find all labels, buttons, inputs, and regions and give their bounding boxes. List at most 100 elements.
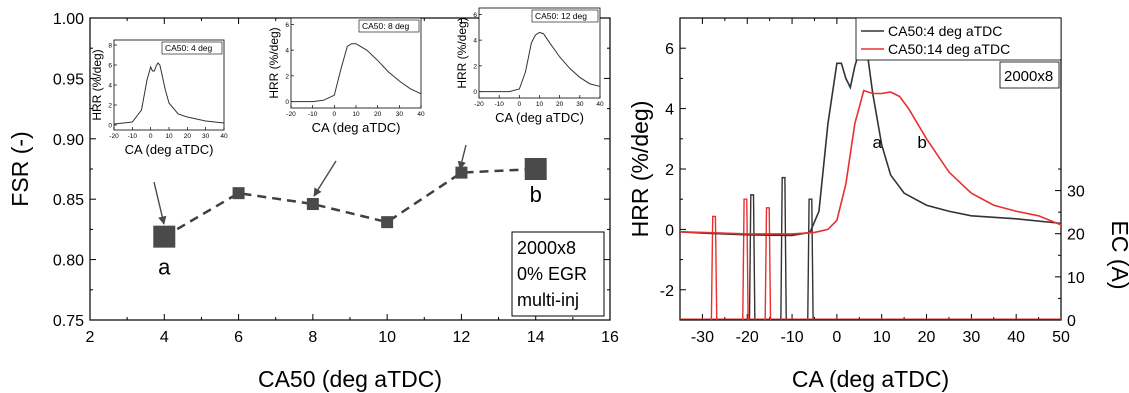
x-tick-label: -10 xyxy=(780,329,803,346)
inset-hrr-curve xyxy=(479,31,601,93)
info-box xyxy=(511,231,605,317)
inset-x-tick-label: 40 xyxy=(220,133,228,140)
inset-y-tick-label: 0 xyxy=(285,99,289,106)
fsr-data-point xyxy=(306,198,319,211)
inset-x-tick-label: 40 xyxy=(417,111,425,118)
y-tick-label: 0.80 xyxy=(53,253,84,270)
inset-y-tick-label: 6 xyxy=(108,63,112,70)
fsr-data-point xyxy=(381,216,394,229)
inset-y-tick-label: 6 xyxy=(473,12,477,19)
inset-y-tick-label: 2 xyxy=(108,103,112,110)
inset-x-label: CA (deg aTDC) xyxy=(312,120,401,135)
fsr-chart: 2 4 6 8 10 12 14 16 0.75 0.80 0.85 0.90 0.95 1.00 CA50… xyxy=(7,7,619,392)
inset-hrr-curve xyxy=(291,43,422,103)
inset-y-tick-label: 2 xyxy=(473,63,477,70)
inset-x-label: CA (deg aTDC) xyxy=(125,142,214,157)
x-tick-label: 40 xyxy=(1007,329,1025,346)
inset-title-box xyxy=(161,41,223,55)
ec-pulse xyxy=(764,207,772,321)
inset-x-tick-label: 0 xyxy=(333,111,337,118)
y-tick-label: 2 xyxy=(665,162,674,179)
inset-y-tick-label: 4 xyxy=(473,38,477,45)
y-tick-label: 6 xyxy=(665,41,674,58)
y2-tick-label: 0 xyxy=(1067,313,1076,330)
inset-title-box xyxy=(358,19,420,33)
inset-x-tick-label: -20 xyxy=(474,101,484,108)
x-tick-label: 20 xyxy=(918,329,936,346)
inset-x-tick-label: 30 xyxy=(576,101,584,108)
inset-x-tick-label: 10 xyxy=(165,133,173,140)
y-axis-label: HRR (%/deg) xyxy=(627,101,653,238)
info-box-text: 2000x8 xyxy=(1004,68,1053,85)
inset-y-label: HRR (%/deg) xyxy=(267,27,281,98)
inset-x-tick-label: 20 xyxy=(374,111,382,118)
inset-y-label: HRR (%/deg) xyxy=(455,17,469,88)
ec-pulse xyxy=(780,176,787,321)
y-tick-label: -2 xyxy=(660,283,674,300)
inset-hrr-curve xyxy=(113,62,225,125)
inset-x-tick-label: 0 xyxy=(518,101,522,108)
legend-box xyxy=(855,17,1062,61)
ec-pulse xyxy=(748,194,756,321)
inset-x-tick-label: 30 xyxy=(396,111,404,118)
inset-x-label: CA (deg aTDC) xyxy=(495,110,584,125)
inset-title-box xyxy=(531,9,599,23)
y2-tick-label: 30 xyxy=(1067,184,1085,201)
inset-y-tick-label: 0 xyxy=(108,123,112,130)
inset-title: CA50: 4 deg xyxy=(165,43,213,53)
inset-frame xyxy=(113,39,225,131)
x-tick-label: 4 xyxy=(160,329,169,346)
inset-x-tick-label: -10 xyxy=(128,133,138,140)
y2-tick-label: 10 xyxy=(1067,270,1085,287)
ec-pulse xyxy=(807,198,814,321)
inset-x-tick-label: 20 xyxy=(184,133,192,140)
inset-x-tick-label: 10 xyxy=(352,111,360,118)
x-tick-label: 14 xyxy=(527,329,545,346)
inset-arrow xyxy=(153,181,167,225)
y2-tick-label: 20 xyxy=(1067,227,1085,244)
point-label: b xyxy=(530,182,542,207)
inset-x-tick-label: 20 xyxy=(556,101,564,108)
x-axis-label: CA50 (deg aTDC) xyxy=(258,366,442,392)
x-tick-label: 2 xyxy=(86,329,95,346)
info-box-line: multi-inj xyxy=(517,290,579,310)
curve-annotation: b xyxy=(917,133,926,152)
y-tick-label: 4 xyxy=(665,102,674,119)
inset-x-tick-label: -10 xyxy=(308,111,318,118)
inset-y-tick-label: 0 xyxy=(473,89,477,96)
inset-arrow xyxy=(313,160,337,197)
x-tick-label: -30 xyxy=(691,329,714,346)
curve-annotation: a xyxy=(872,133,882,152)
x-tick-label: 0 xyxy=(832,329,841,346)
ec-pulse xyxy=(742,198,749,321)
x-tick-label: 12 xyxy=(453,329,471,346)
inset-x-tick-label: 40 xyxy=(596,101,604,108)
inset-y-tick-label: 6 xyxy=(285,22,289,29)
point-label: a xyxy=(158,255,171,280)
x-tick-label: 8 xyxy=(308,329,317,346)
y-tick-label: 0.85 xyxy=(53,192,84,209)
y-tick-label: 1.00 xyxy=(53,11,84,28)
x-tick-label: -20 xyxy=(736,329,759,346)
ec-pulse xyxy=(710,215,718,321)
y-tick-label: 0.75 xyxy=(53,313,84,330)
y-tick-label: 0 xyxy=(665,222,674,239)
inset-x-tick-label: -20 xyxy=(286,111,296,118)
hrr-series-line xyxy=(679,89,1062,235)
y2-axis-label: EC (A) xyxy=(1107,221,1129,290)
info-box xyxy=(999,61,1060,89)
info-box-line: 2000x8 xyxy=(517,238,576,258)
inset-y-label: HRR (%/deg) xyxy=(90,49,104,120)
x-axis-label: CA (deg aTDC) xyxy=(792,366,949,392)
inset-title: CA50: 8 deg xyxy=(362,21,410,31)
inset-y-tick-label: 4 xyxy=(285,48,289,55)
fsr-data-point xyxy=(524,158,547,180)
x-tick-label: 10 xyxy=(378,329,396,346)
y-axis-label: FSR (-) xyxy=(7,131,33,206)
y-tick-label: 0.90 xyxy=(53,132,84,149)
info-box-line: 0% EGR xyxy=(517,264,587,284)
inset-x-tick-label: -10 xyxy=(494,101,504,108)
legend-label: CA50:14 deg aTDC xyxy=(888,41,1010,57)
inset-frame xyxy=(478,7,601,99)
legend-label: CA50:4 deg aTDC xyxy=(888,23,1002,39)
